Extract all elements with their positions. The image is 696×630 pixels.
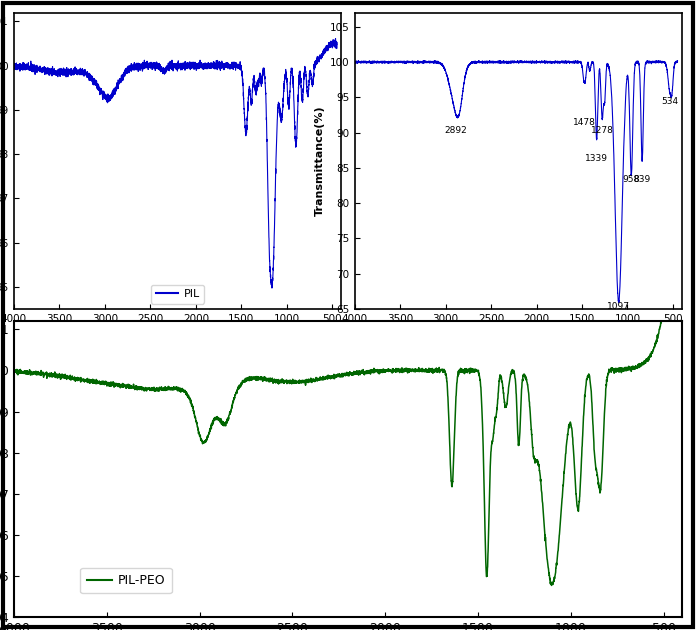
Text: 839: 839	[633, 175, 651, 184]
Y-axis label: Transmittance(%): Transmittance(%)	[315, 105, 324, 216]
X-axis label: Wave number (cm-1): Wave number (cm-1)	[112, 329, 243, 340]
Text: 1478: 1478	[573, 118, 596, 127]
Legend: PIL-PEO: PIL-PEO	[80, 568, 172, 593]
Text: 534: 534	[661, 97, 679, 106]
X-axis label: Wave Number(cm-1): Wave Number(cm-1)	[454, 329, 583, 340]
Text: B: B	[342, 338, 361, 362]
Text: 1339: 1339	[585, 154, 608, 163]
Text: 1097: 1097	[607, 302, 630, 311]
Text: 958: 958	[623, 175, 640, 184]
Text: 2892: 2892	[444, 125, 467, 135]
Text: 1278: 1278	[591, 125, 614, 135]
Legend: PIL: PIL	[151, 285, 204, 304]
